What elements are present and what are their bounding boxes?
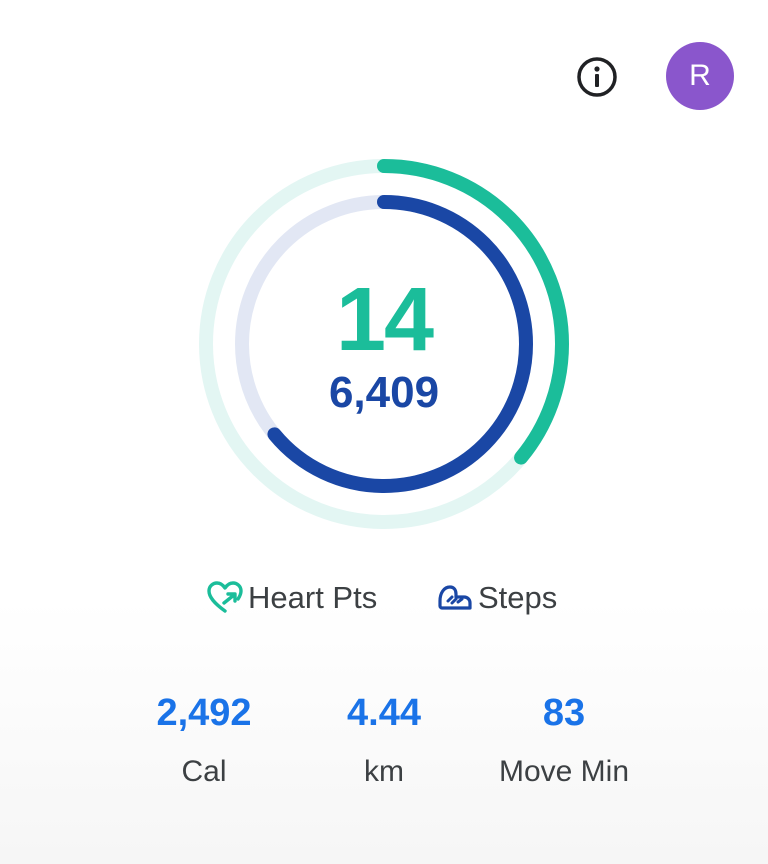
heart-points-ring-progress	[199, 159, 569, 529]
heart-points-value: 14	[335, 270, 434, 370]
calories-value: 2,492	[156, 692, 252, 734]
legend-steps[interactable]: Steps	[436, 576, 557, 620]
stat-calories[interactable]: 2,492 Cal	[104, 688, 304, 790]
legend-steps-label: Steps	[478, 580, 558, 615]
legend-heart-points-label: Heart Pts	[248, 580, 378, 615]
steps-ring-progress	[235, 195, 533, 493]
steps-icon	[438, 585, 472, 610]
legend-heart-points[interactable]: Heart Pts	[206, 576, 377, 620]
stat-move-minutes[interactable]: 83 Move Min	[464, 688, 664, 790]
move-minutes-value: 83	[542, 692, 586, 734]
heart-points-icon	[207, 581, 243, 613]
distance-value: 4.44	[347, 692, 421, 734]
info-button[interactable]	[576, 56, 618, 98]
profile-avatar[interactable]: R	[666, 42, 734, 110]
info-icon	[577, 57, 617, 97]
activity-rings	[199, 159, 569, 529]
top-bar: R	[0, 0, 768, 120]
ring-legend: Heart Pts Steps	[0, 576, 768, 620]
move-minutes-label: Move Min	[498, 755, 630, 788]
distance-label: km	[364, 755, 404, 788]
steps-value: 6,409	[328, 368, 440, 417]
stat-distance[interactable]: 4.44 km	[284, 688, 484, 790]
calories-label: Cal	[181, 755, 227, 788]
